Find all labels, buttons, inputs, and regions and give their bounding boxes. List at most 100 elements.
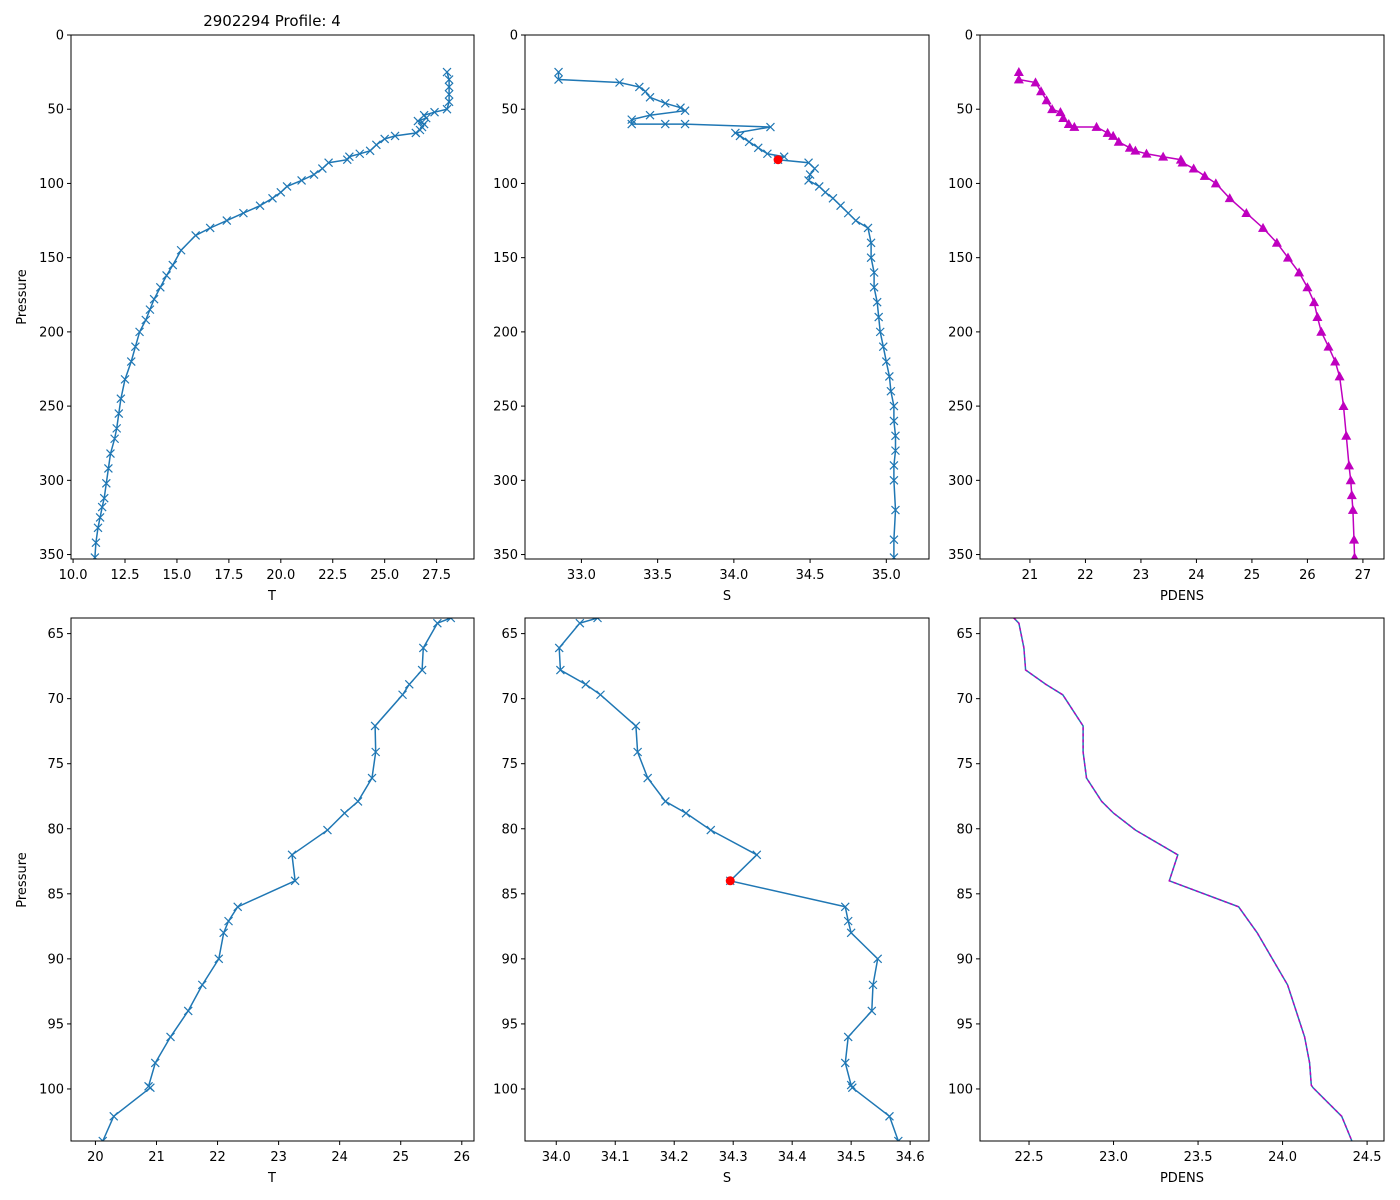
top-t-data-point — [355, 149, 365, 159]
top-t-data-point — [97, 502, 107, 512]
bottom-t-data-point — [398, 690, 407, 700]
top-t-plot-area — [90, 67, 454, 559]
top-s-y-tick-label: 150 — [493, 251, 518, 266]
bottom-s-data-point — [893, 1136, 903, 1141]
bottom-s-x-tick-label: 34.3 — [719, 1150, 748, 1165]
bottom-s-data-point — [681, 808, 691, 818]
top-s-data-point — [805, 170, 815, 179]
top-s-data-point — [753, 143, 763, 153]
bottom-t-x-tick-label: 24 — [331, 1150, 348, 1165]
bottom-t-data-point — [233, 902, 243, 912]
bottom-pdens-series-line — [1013, 618, 1353, 1141]
bottom-t-data-point — [340, 808, 349, 818]
top-t-data-point — [380, 134, 390, 144]
top-s-data-point — [889, 401, 899, 411]
bottom-t-x-tick-label: 20 — [87, 1150, 104, 1165]
bottom-s-data-point — [593, 618, 602, 623]
top-pdens-x-tick-label: 23 — [1133, 568, 1150, 583]
bottom-pdens-x-tick-label: 23.5 — [1184, 1150, 1213, 1165]
bottom-t-y-ticks: 65 70 75 80 85 90 95 100 — [39, 627, 71, 1097]
top-pdens-data-point — [1102, 127, 1113, 137]
bottom-s-y-tick-label: 85 — [501, 887, 518, 902]
bottom-t-y-tick-label: 100 — [39, 1082, 64, 1097]
bottom-s-data-point — [596, 690, 605, 700]
top-s-data-point — [804, 176, 813, 185]
top-t-xlabel: T — [267, 589, 276, 604]
top-pdens-data-point — [1069, 121, 1080, 131]
top-pdens-data-point — [1334, 371, 1345, 381]
bottom-s-x-tick-label: 34.6 — [896, 1150, 925, 1165]
top-t-y-tick-label: 250 — [39, 400, 64, 415]
chart-bottom-s: 34.0 34.1 34.2 34.3 34.4 34.5 34.6 65 70 75 80 85 9… — [493, 617, 930, 1186]
chart-top-t: 10.0 12.5 15.0 17.5 20.0 22.5 25.0 27.5 0 50 100 1… — [15, 29, 475, 604]
top-pdens-data-point — [1030, 77, 1041, 87]
bottom-s-xlabel: S — [723, 1171, 731, 1186]
top-pdens-data-point — [1058, 113, 1069, 123]
top-s-data-point — [872, 297, 882, 307]
top-t-y-tick-label: 0 — [56, 29, 64, 44]
top-t-data-point — [110, 434, 120, 444]
top-pdens-y-tick-label: 250 — [948, 400, 973, 415]
bottom-s-x-tick-label: 34.0 — [542, 1150, 571, 1165]
bottom-t-series-layer — [98, 618, 456, 1141]
bottom-t-data-point — [197, 980, 207, 990]
top-s-data-point — [889, 475, 899, 485]
top-t-ylabel: Pressure — [15, 269, 30, 325]
bottom-s-x-tick-label: 34.2 — [660, 1150, 689, 1165]
top-pdens-data-point — [1210, 178, 1221, 188]
top-t-data-point — [442, 104, 452, 114]
top-t-x-ticks: 10.0 12.5 15.0 17.5 20.0 22.5 25.0 27.5 — [59, 559, 451, 583]
top-t-data-point — [390, 131, 400, 141]
bottom-t-data-point — [370, 721, 380, 731]
top-pdens-plot-area — [1013, 66, 1360, 559]
top-pdens-x-tick-label: 26 — [1299, 568, 1316, 583]
top-t-data-point — [255, 201, 265, 211]
top-s-data-point — [634, 82, 644, 92]
top-t-data-point — [155, 282, 165, 292]
top-t-data-point — [365, 146, 375, 156]
bottom-pdens-y-tick-label: 70 — [956, 692, 973, 707]
top-s-data-point — [863, 223, 873, 233]
bottom-s-y-tick-label: 65 — [501, 627, 518, 642]
top-s-data-point — [851, 216, 861, 225]
top-s-data-point — [881, 357, 891, 366]
bottom-t-data-point — [145, 1083, 155, 1093]
bottom-pdens-y-tick-label: 80 — [956, 822, 973, 837]
top-s-data-point — [680, 119, 690, 129]
top-t-data-point — [421, 113, 431, 123]
top-pdens-data-point — [1294, 267, 1305, 277]
bottom-t-xlabel: T — [267, 1171, 276, 1186]
top-s-data-point — [627, 115, 637, 125]
bottom-t-data-point — [446, 618, 456, 623]
bottom-pdens-series-layer — [1013, 618, 1353, 1141]
top-s-series-layer — [554, 67, 900, 559]
top-t-data-point — [116, 394, 126, 404]
top-pdens-data-point — [1199, 170, 1210, 180]
top-pdens-data-point — [1124, 142, 1135, 152]
bottom-pdens-x-tick-label: 24.0 — [1268, 1150, 1297, 1165]
bottom-pdens-y-ticks: 65 70 75 80 85 90 95 100 — [948, 627, 980, 1097]
top-t-data-point — [114, 409, 124, 418]
top-pdens-data-point — [1091, 121, 1102, 131]
top-t-data-point — [106, 449, 115, 459]
top-pdens-x-tick-label: 24 — [1188, 568, 1205, 583]
top-pdens-data-point — [1113, 136, 1124, 146]
top-pdens-data-point — [1055, 107, 1066, 117]
top-s-data-point — [660, 119, 670, 129]
top-s-data-point — [554, 67, 563, 77]
bottom-s-data-point — [847, 1083, 857, 1093]
top-pdens-data-point — [1282, 252, 1294, 262]
top-s-x-tick-label: 33.5 — [643, 568, 672, 583]
top-t-x-tick-label: 22.5 — [318, 568, 347, 583]
bottom-s-x-tick-label: 34.1 — [601, 1150, 630, 1165]
bottom-s-data-point — [868, 980, 878, 990]
top-pdens-data-point — [1158, 151, 1169, 161]
bottom-t-x-tick-label: 23 — [270, 1150, 287, 1165]
bottom-t-data-point — [214, 954, 224, 964]
bottom-t-data-point — [150, 1058, 160, 1068]
top-s-data-point — [878, 342, 888, 352]
top-pdens-data-point — [1271, 237, 1282, 247]
top-s-data-point — [766, 122, 775, 132]
bottom-t-y-tick-label: 85 — [47, 887, 64, 902]
bottom-s-data-point — [660, 797, 670, 806]
